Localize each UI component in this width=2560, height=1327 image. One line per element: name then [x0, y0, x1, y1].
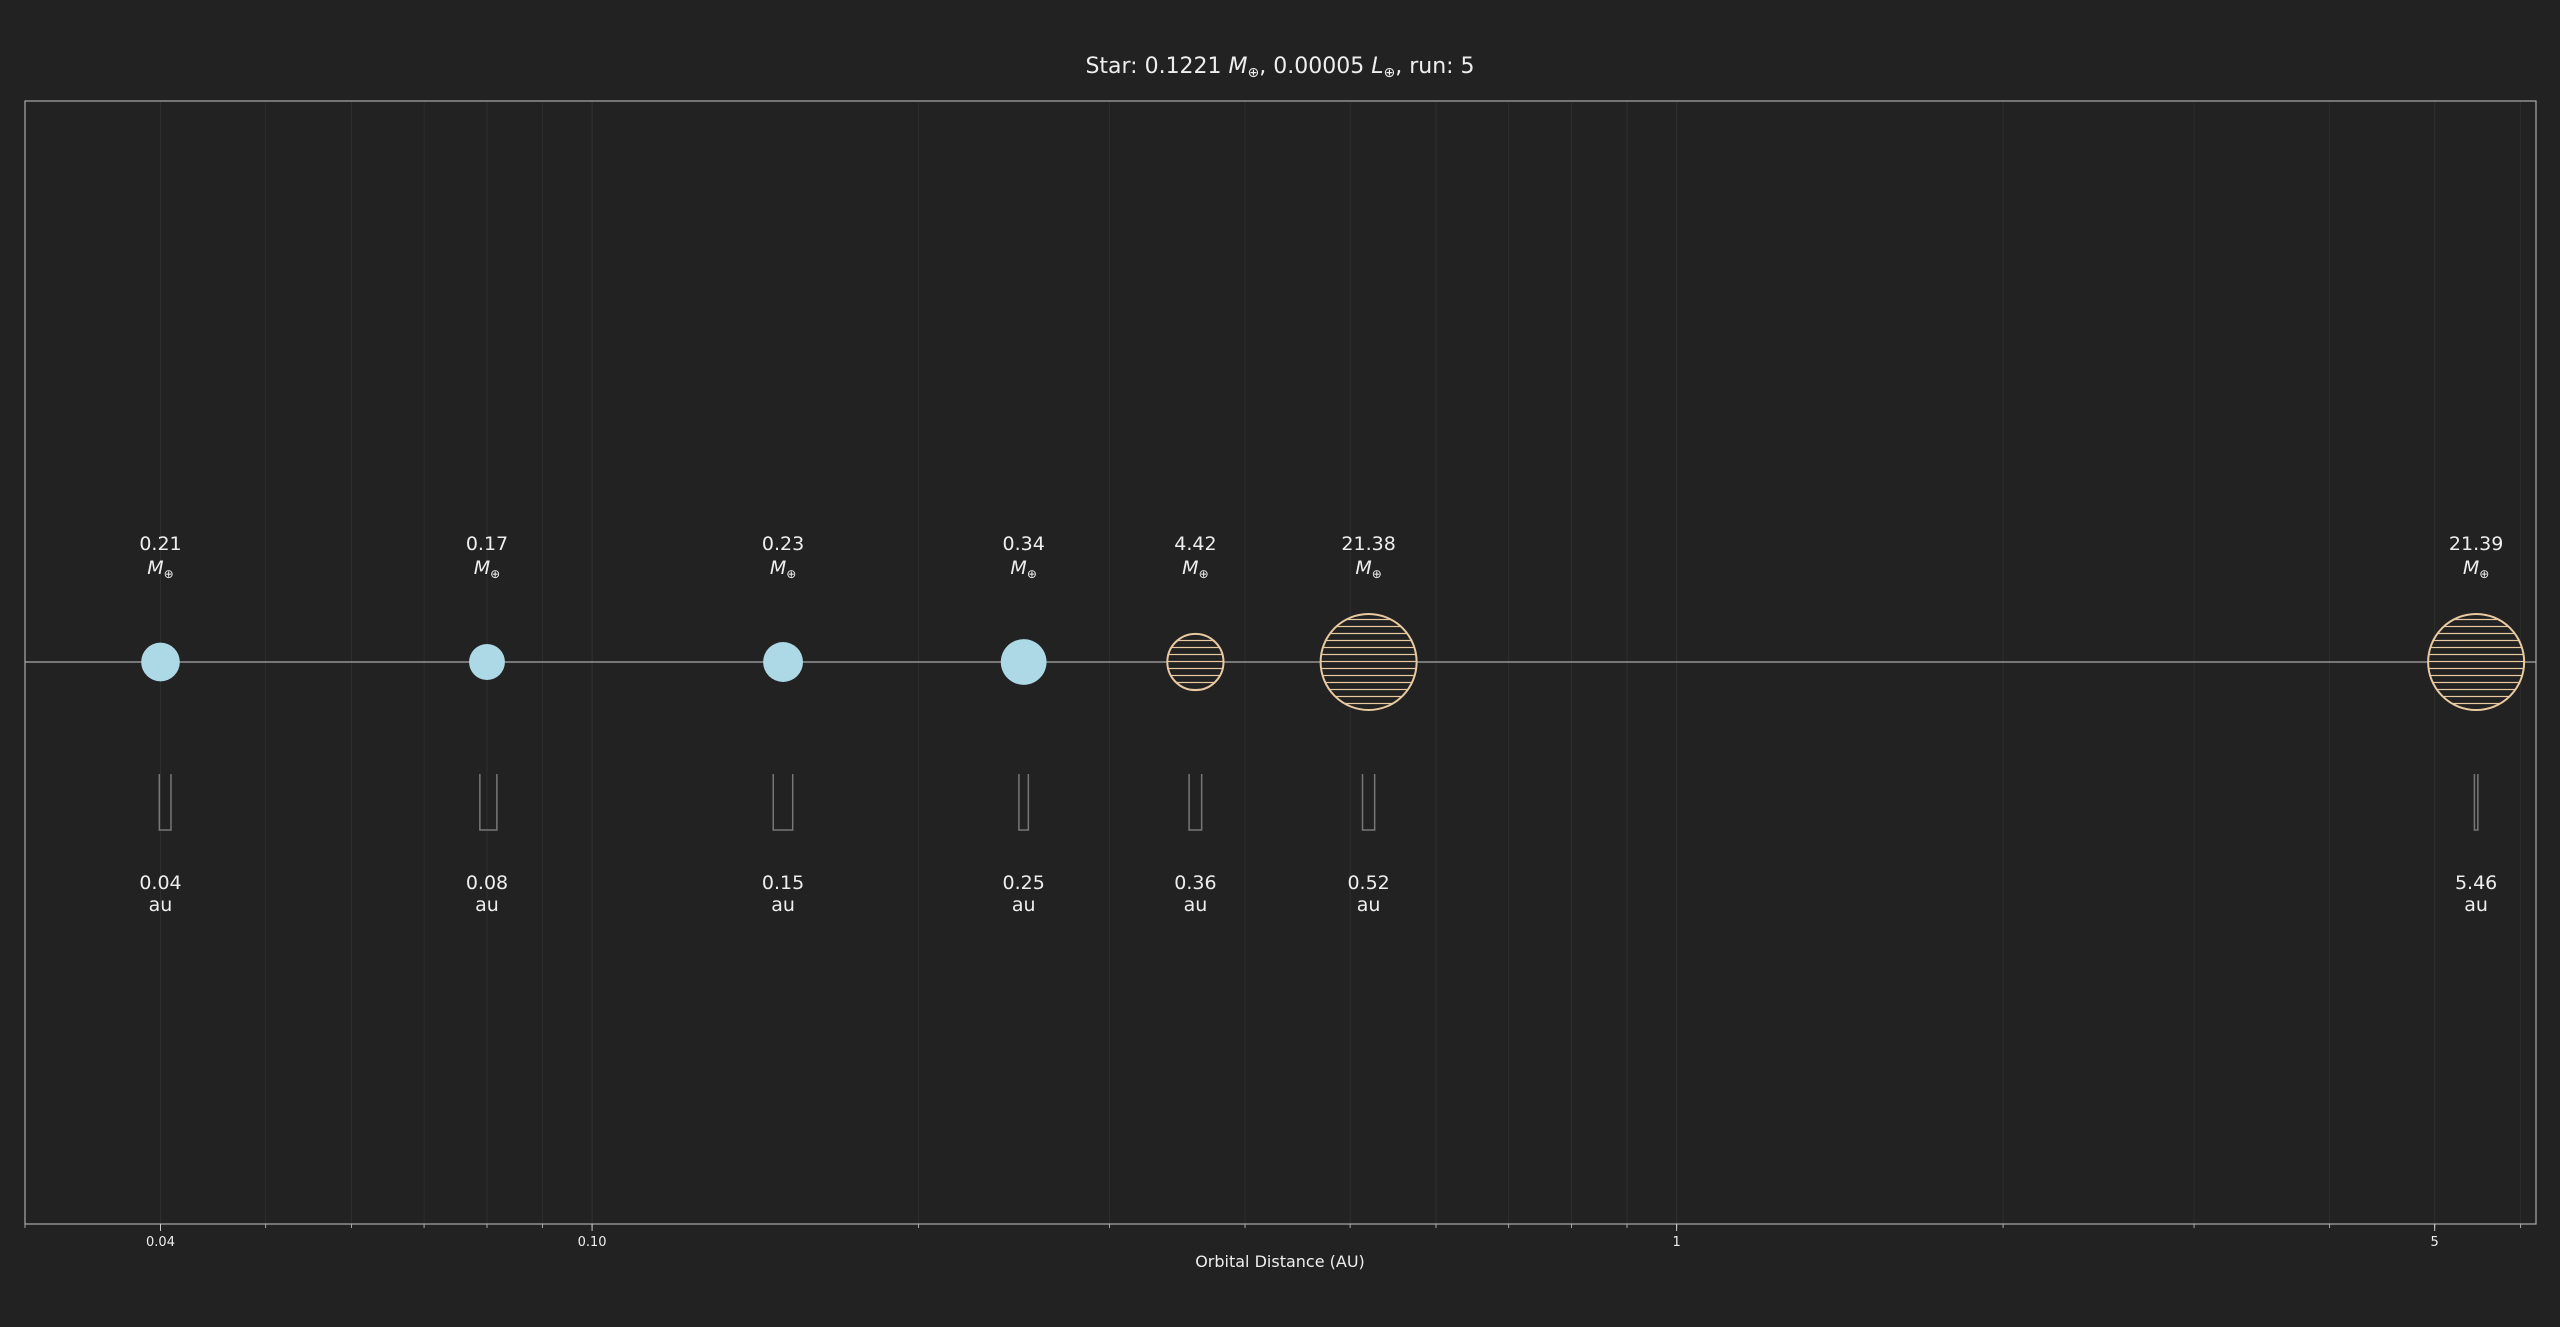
planet-mass-unit: M⊕ [1355, 557, 1381, 581]
planet-distance-value: 0.52 [1347, 872, 1389, 894]
planet-distance-value: 0.36 [1174, 872, 1216, 894]
planet-distance-unit: au [2464, 894, 2488, 916]
planet-distance-unit: au [475, 894, 499, 916]
planet-mass-value: 0.17 [466, 533, 508, 555]
rocky-planet-marker [763, 642, 804, 682]
plot-frame [24, 100, 2537, 1225]
orbital-range-marker [1018, 774, 1030, 831]
planet-distance-unit: au [149, 894, 173, 916]
title-mass-subscript: ⊕ [1248, 65, 1260, 81]
rocky-planet-marker [1000, 639, 1047, 685]
title-middle: , 0.00005 [1259, 54, 1371, 79]
gas-planet-marker [1166, 632, 1225, 692]
orbital-range-marker [158, 774, 172, 831]
orbital-range-marker [2473, 774, 2479, 831]
planet-distance-value: 0.08 [466, 872, 508, 894]
planet-mass-value: 0.21 [139, 533, 181, 555]
title-suffix: , run: 5 [1395, 54, 1474, 79]
title-prefix: Star: 0.1221 [1085, 54, 1228, 79]
planet-mass-unit: M⊕ [147, 557, 173, 581]
x-tick-label: 0.04 [146, 1235, 175, 1250]
gas-planet-marker [2427, 612, 2526, 712]
planet-mass-value: 0.23 [762, 533, 804, 555]
orbital-range-marker [1361, 774, 1376, 831]
orbital-range-marker [479, 774, 498, 831]
planet-mass-unit: M⊕ [2463, 557, 2489, 581]
planet-distance-unit: au [1184, 894, 1208, 916]
orbital-range-marker [772, 774, 794, 831]
rocky-planet-marker [469, 644, 505, 680]
planet-distance-value: 0.15 [762, 872, 804, 894]
planet-marks: 0.21M⊕0.04au0.17M⊕0.08au0.23M⊕0.15au0.34… [139, 533, 2526, 916]
x-tick-label: 5 [2431, 1235, 2439, 1250]
planet-distance-value: 0.04 [139, 872, 181, 894]
planet-distance-value: 5.46 [2455, 872, 2497, 894]
planet-distance-unit: au [1357, 894, 1381, 916]
x-tick-label: 1 [1672, 1235, 1680, 1250]
title-luminosity-symbol: L [1371, 54, 1383, 79]
chart-title: Star: 0.1221 M⊕, 0.00005 L⊕, run: 5 [1085, 54, 1474, 81]
planet-distance-unit: au [1012, 894, 1036, 916]
planet-mass-unit: M⊕ [1010, 557, 1036, 581]
title-luminosity-subscript: ⊕ [1384, 65, 1396, 81]
x-axis-ticks: 0.04 0.10 1 5 [24, 1224, 2522, 1250]
planet-mass-value: 0.34 [1003, 533, 1045, 555]
planet-mass-unit: M⊕ [474, 557, 500, 581]
gas-planet-marker [1319, 613, 1418, 711]
planet-mass-value: 4.42 [1174, 533, 1216, 555]
planet-mass-unit: M⊕ [770, 557, 796, 581]
planet-mass-unit: M⊕ [1182, 557, 1208, 581]
x-tick-label: 0.10 [578, 1235, 607, 1250]
planet-mass-value: 21.38 [1341, 533, 1395, 555]
planet-distance-unit: au [771, 894, 795, 916]
planet-mass-value: 21.39 [2449, 533, 2503, 555]
title-mass-symbol: M [1229, 54, 1248, 79]
rocky-planet-marker [141, 642, 180, 682]
planet-distance-value: 0.25 [1003, 872, 1045, 894]
orbital-range-marker [1188, 774, 1203, 831]
x-axis-label: Orbital Distance (AU) [1195, 1252, 1365, 1271]
